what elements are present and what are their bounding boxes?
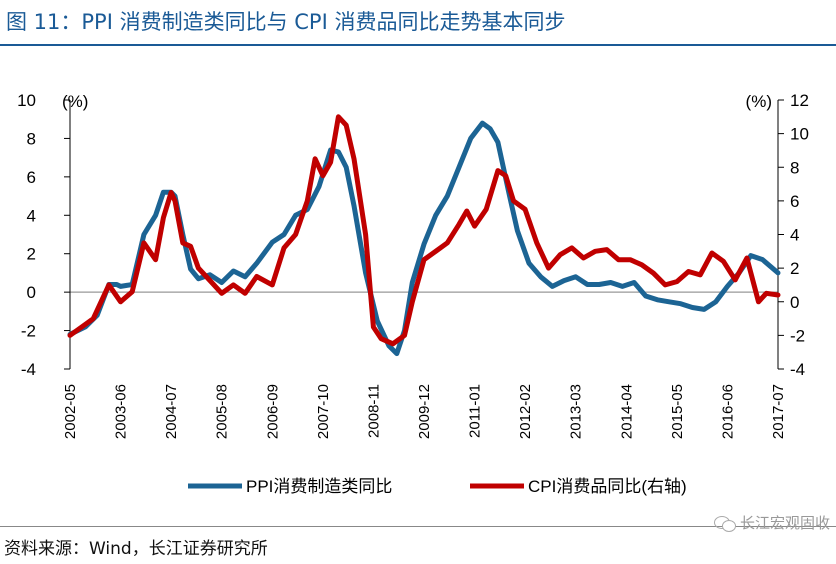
wechat-icon xyxy=(713,515,736,532)
right-tick-label: 6 xyxy=(790,192,799,211)
x-tick-label: 2007-10 xyxy=(315,384,332,439)
left-tick-label: 0 xyxy=(27,283,36,302)
right-axis-unit: (%) xyxy=(746,92,772,111)
x-tick-label: 2013-03 xyxy=(568,384,585,439)
series-lines xyxy=(67,114,781,357)
source-note: 资料来源：Wind，长江证券研究所 xyxy=(4,539,268,559)
title-divider xyxy=(0,44,836,46)
source-divider xyxy=(0,526,836,527)
legend: PPI消费制造类同比 CPI消费品同比(右轴) xyxy=(188,477,687,496)
legend-label-cpi: CPI消费品同比(右轴) xyxy=(528,477,687,496)
right-tick-label: 0 xyxy=(790,293,799,312)
right-tick-label: 10 xyxy=(790,125,809,144)
right-tick-label: -4 xyxy=(790,360,805,379)
x-tick-label: 2016-06 xyxy=(719,384,736,439)
right-tick-label: 2 xyxy=(790,259,799,278)
x-tick-label: 2015-05 xyxy=(669,384,686,439)
left-tick-label: -2 xyxy=(21,322,36,341)
left-tick-label: 4 xyxy=(27,206,36,225)
watermark-text: 长江宏观固收 xyxy=(739,514,830,532)
x-tick-label: 2011-01 xyxy=(467,384,484,438)
left-tick-label: -4 xyxy=(21,360,36,379)
legend-label-ppi: PPI消费制造类同比 xyxy=(246,477,392,496)
x-tick-label: 2009-12 xyxy=(416,384,433,439)
x-tick-label: 2002-05 xyxy=(62,384,79,439)
right-tick-label: 12 xyxy=(790,91,809,110)
left-tick-label: 2 xyxy=(27,245,36,264)
right-tick-label: 4 xyxy=(790,226,799,245)
page-title: 图 11：PPI 消费制造类同比与 CPI 消费品同比走势基本同步 xyxy=(6,10,566,34)
x-tick-label: 2003-06 xyxy=(113,384,130,439)
left-tick-label: 6 xyxy=(27,168,36,187)
left-tick-label: 10 xyxy=(17,91,36,110)
x-tick-label: 2008-11 xyxy=(365,384,382,438)
x-tick-label: 2012-02 xyxy=(517,384,534,439)
left-tick-label: 8 xyxy=(27,129,36,148)
watermark: 长江宏观固收 xyxy=(713,512,830,533)
x-tick-label: 2005-08 xyxy=(214,384,231,439)
axes: -4 -2 0 2 4 6 8 10 (%) -4 -2 0 2 4 6 8 10 12 (%) 2002-05 200… xyxy=(17,91,809,439)
x-tick-label: 2014-04 xyxy=(618,384,635,439)
right-tick-label: -2 xyxy=(790,326,805,345)
chart: -4 -2 0 2 4 6 8 10 (%) -4 -2 0 2 4 6 8 10 12 (%) 2002-05 200… xyxy=(17,91,809,496)
right-tick-label: 8 xyxy=(790,158,799,177)
left-axis-unit: (%) xyxy=(62,92,88,111)
series-line-cpi xyxy=(67,114,781,347)
x-tick-label: 2004-07 xyxy=(163,384,180,439)
x-tick-label: 2017-07 xyxy=(770,384,787,439)
series-line-ppi xyxy=(67,120,781,357)
x-tick-label: 2006-09 xyxy=(264,384,281,439)
